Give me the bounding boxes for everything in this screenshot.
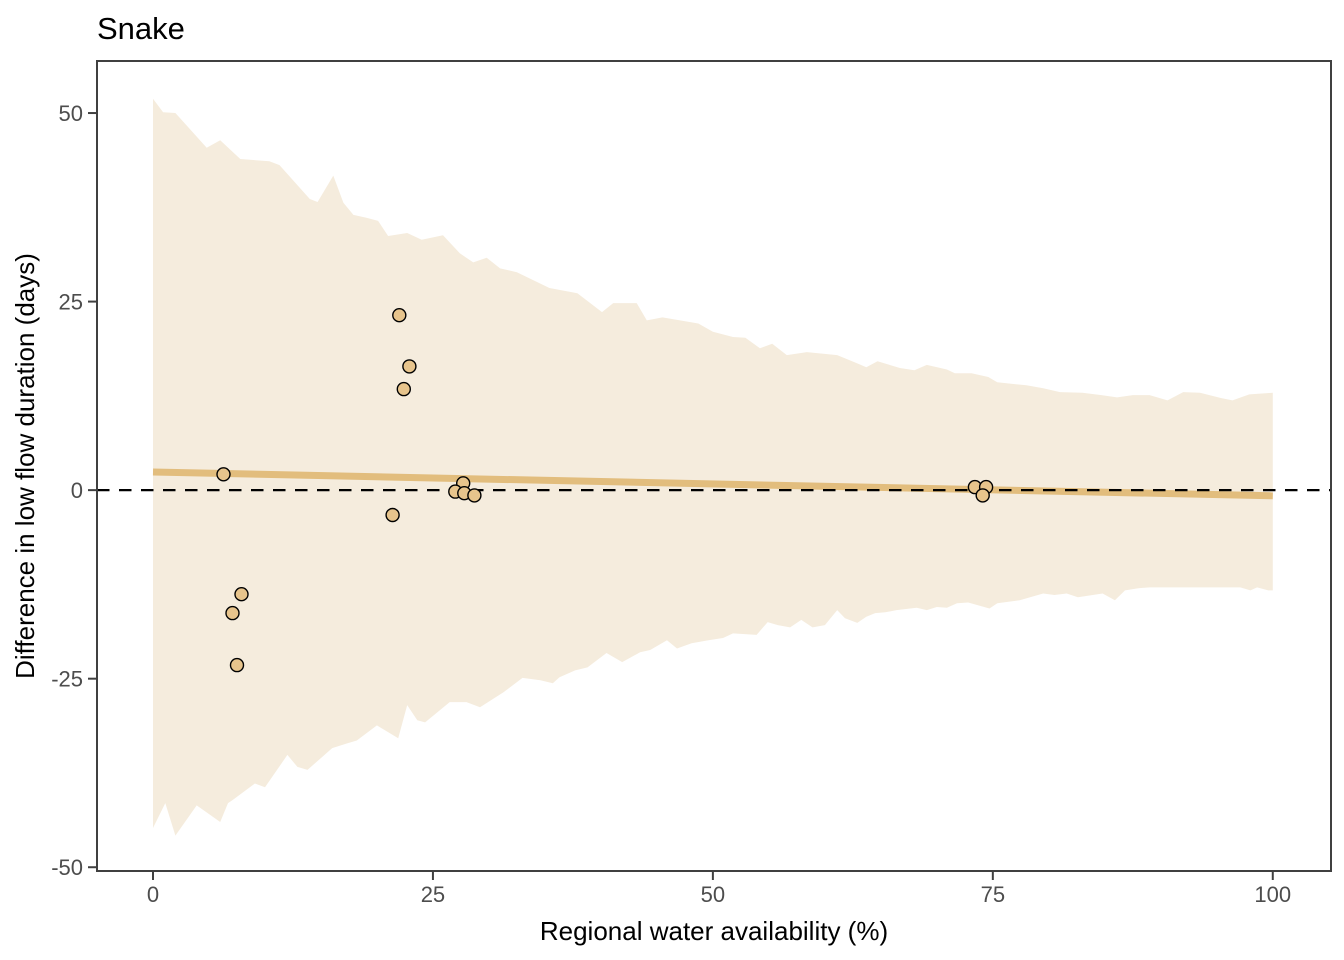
data-point (975, 488, 990, 503)
x-tick-label: 100 (1254, 882, 1291, 907)
trend-line (152, 468, 1273, 500)
data-point (392, 308, 407, 323)
y-tick-label: 50 (59, 101, 83, 126)
data-point (229, 657, 245, 673)
y-tick-label: 0 (71, 478, 83, 503)
panel-border (96, 60, 1332, 872)
y-tick-label: -25 (51, 667, 83, 692)
data-point (234, 587, 249, 602)
data-point (225, 605, 240, 621)
y-axis-title: Difference in low flow duration (days) (10, 253, 40, 679)
data-point (385, 507, 400, 523)
confidence-band (153, 98, 1273, 836)
x-tick-label: 25 (421, 882, 445, 907)
data-point (402, 359, 417, 374)
data-point (467, 488, 482, 503)
y-tick-label: 25 (59, 290, 83, 315)
data-point (396, 381, 411, 397)
x-tick-label: 0 (147, 882, 159, 907)
data-point (216, 467, 231, 482)
x-tick-label: 75 (981, 882, 1005, 907)
y-tick-label: -50 (51, 855, 83, 880)
x-axis-title: Regional water availability (%) (540, 916, 888, 946)
plot-title: Snake (97, 11, 185, 46)
x-tick-label: 50 (701, 882, 725, 907)
